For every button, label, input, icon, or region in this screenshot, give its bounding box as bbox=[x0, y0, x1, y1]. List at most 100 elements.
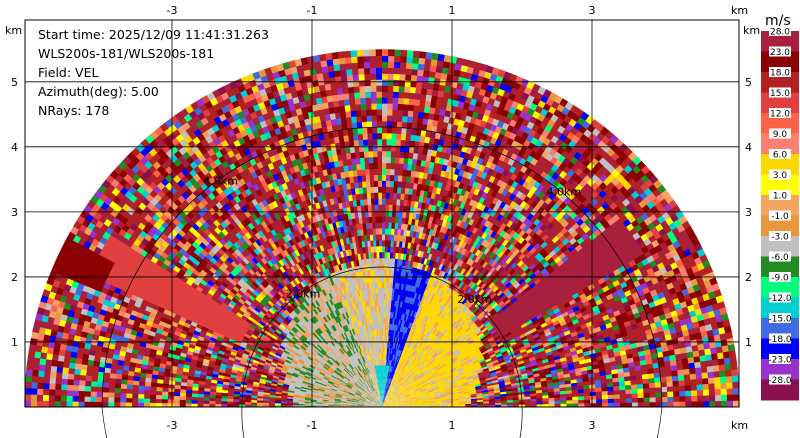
velocity-cell bbox=[617, 372, 625, 378]
velocity-cell bbox=[393, 402, 400, 405]
velocity-cell bbox=[521, 372, 529, 377]
velocity-cell bbox=[405, 401, 413, 404]
velocity-cell bbox=[565, 383, 572, 388]
velocity-cell bbox=[382, 406, 389, 407]
velocity-cell bbox=[423, 401, 431, 404]
velocity-cell bbox=[670, 332, 679, 340]
velocity-cell bbox=[393, 403, 401, 406]
velocity-cell bbox=[399, 404, 407, 406]
velocity-cell bbox=[445, 389, 453, 393]
velocity-cell bbox=[393, 401, 400, 404]
velocity-cell bbox=[632, 355, 641, 363]
velocity-cell bbox=[495, 402, 502, 405]
velocity-cell bbox=[565, 386, 573, 391]
velocity-cell bbox=[671, 369, 679, 377]
velocity-cell bbox=[452, 394, 460, 397]
velocity-cell bbox=[506, 395, 514, 399]
velocity-cell bbox=[717, 326, 726, 335]
velocity-cell bbox=[642, 344, 651, 351]
velocity-cell bbox=[677, 335, 686, 344]
velocity-cell bbox=[500, 395, 508, 399]
velocity-cell bbox=[631, 392, 639, 399]
velocity-cell bbox=[697, 400, 704, 407]
velocity-cell bbox=[530, 395, 538, 400]
velocity-cell bbox=[548, 403, 556, 407]
velocity-cell bbox=[498, 380, 506, 384]
velocity-cell bbox=[706, 365, 714, 373]
velocity-cell bbox=[705, 359, 714, 367]
velocity-cell bbox=[393, 406, 401, 407]
velocity-cell bbox=[492, 383, 500, 388]
velocity-cell bbox=[399, 405, 407, 407]
velocity-cell bbox=[589, 387, 597, 393]
velocity-cell bbox=[558, 380, 566, 385]
velocity-cell bbox=[720, 338, 729, 347]
velocity-cell bbox=[536, 360, 544, 365]
velocity-cell bbox=[639, 359, 648, 366]
velocity-cell bbox=[721, 400, 728, 407]
velocity-cell bbox=[700, 360, 708, 368]
velocity-cell bbox=[583, 391, 591, 397]
velocity-cell bbox=[713, 333, 722, 342]
velocity-cell bbox=[416, 395, 424, 399]
velocity-cell bbox=[609, 360, 617, 367]
velocity-cell bbox=[720, 388, 728, 395]
velocity-cell bbox=[685, 390, 692, 397]
velocity-cell bbox=[570, 382, 578, 387]
velocity-cell bbox=[709, 400, 716, 407]
velocity-cell bbox=[487, 386, 495, 391]
velocity-cell bbox=[723, 356, 732, 365]
velocity-cell bbox=[489, 404, 496, 407]
velocity-cell bbox=[530, 398, 538, 402]
velocity-cell bbox=[496, 373, 504, 378]
velocity-cell bbox=[665, 370, 673, 377]
velocity-cell bbox=[608, 402, 615, 407]
velocity-cell bbox=[530, 401, 538, 405]
velocity-cell bbox=[671, 374, 679, 382]
velocity-cell bbox=[463, 387, 471, 391]
velocity-cell bbox=[447, 403, 455, 405]
velocity-cell bbox=[576, 381, 584, 387]
velocity-cell bbox=[684, 316, 693, 325]
velocity-cell bbox=[726, 393, 734, 401]
velocity-cell bbox=[482, 399, 490, 402]
velocity-cell bbox=[666, 343, 675, 351]
velocity-cell bbox=[404, 398, 412, 401]
velocity-cell bbox=[387, 405, 395, 407]
velocity-cell bbox=[554, 394, 561, 398]
velocity-cell bbox=[708, 382, 716, 390]
velocity-cell bbox=[700, 365, 709, 373]
velocity-cell bbox=[707, 310, 716, 319]
velocity-cell bbox=[718, 363, 726, 372]
velocity-cell bbox=[423, 401, 430, 403]
velocity-cell bbox=[486, 380, 494, 385]
velocity-cell bbox=[656, 351, 664, 358]
velocity-cell bbox=[672, 342, 681, 350]
velocity-cell bbox=[481, 386, 489, 390]
velocity-cell bbox=[487, 384, 494, 389]
velocity-cell bbox=[559, 390, 567, 395]
velocity-cell bbox=[722, 350, 731, 359]
velocity-cell bbox=[453, 404, 460, 406]
velocity-cell bbox=[647, 337, 655, 345]
velocity-cell bbox=[721, 344, 730, 353]
velocity-cell bbox=[411, 405, 419, 406]
velocity-cell bbox=[607, 394, 615, 399]
velocity-cell bbox=[504, 379, 512, 383]
velocity-cell bbox=[387, 405, 395, 407]
velocity-cell bbox=[707, 371, 715, 379]
velocity-cell bbox=[674, 325, 683, 333]
velocity-cell bbox=[411, 398, 418, 401]
velocity-cell bbox=[665, 375, 674, 382]
velocity-cell bbox=[393, 403, 401, 405]
velocity-cell bbox=[451, 387, 458, 391]
velocity-cell bbox=[535, 389, 543, 394]
velocity-cell bbox=[698, 348, 706, 357]
velocity-cell bbox=[625, 402, 633, 407]
velocity-cell bbox=[500, 400, 508, 403]
velocity-cell bbox=[654, 341, 662, 349]
velocity-cell bbox=[434, 395, 442, 398]
velocity-cell bbox=[405, 402, 413, 405]
velocity-cell bbox=[492, 379, 499, 384]
velocity-cell bbox=[684, 384, 692, 391]
